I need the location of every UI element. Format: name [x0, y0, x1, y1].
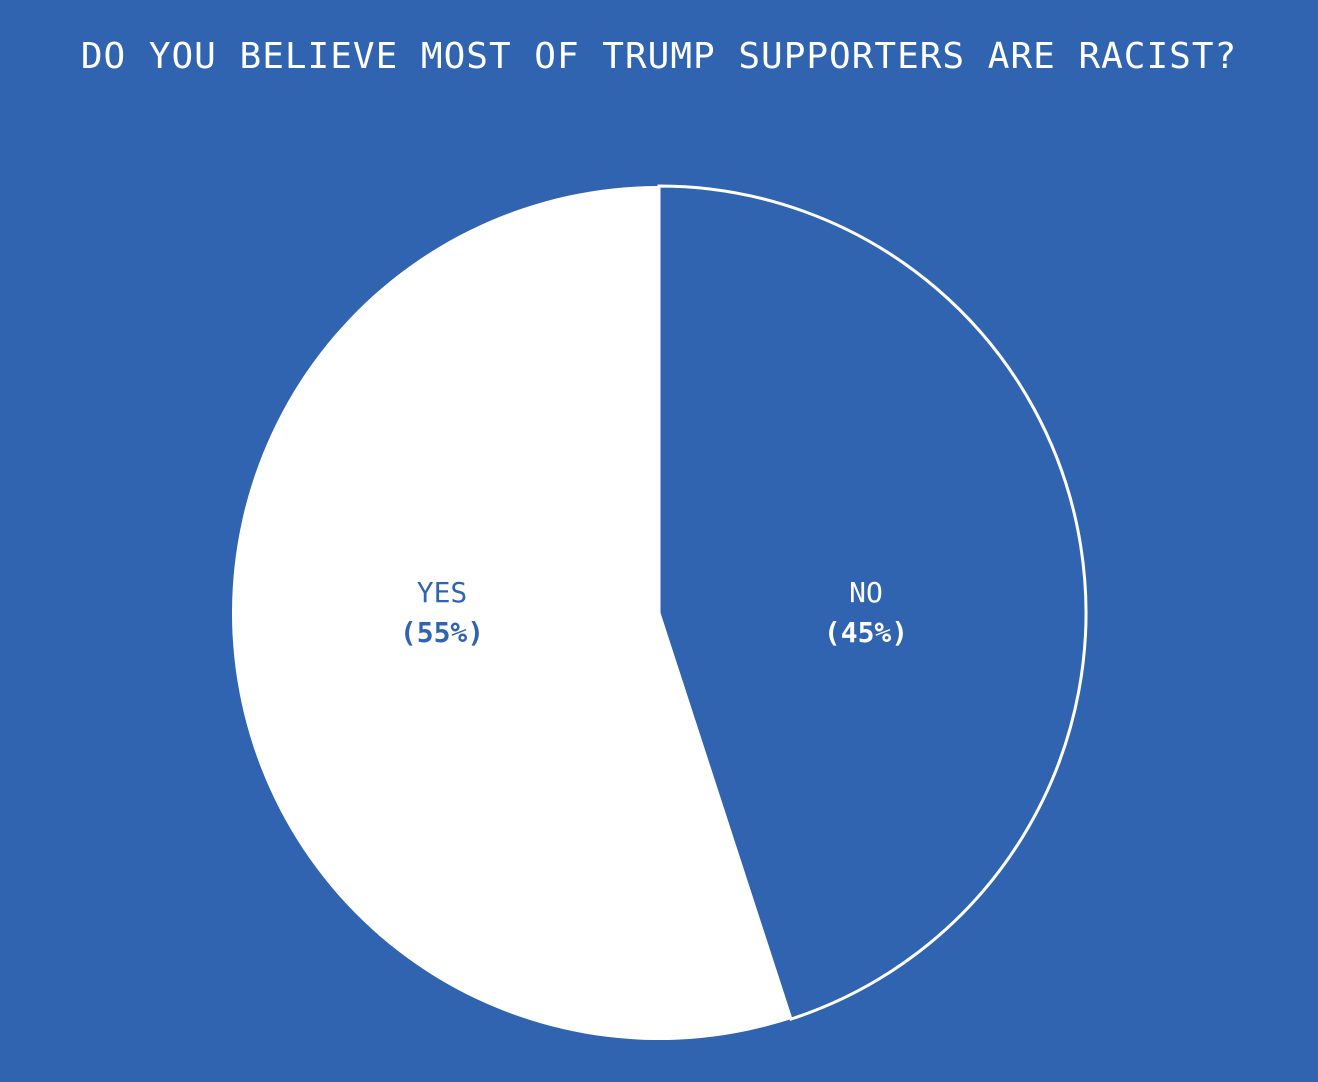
slice-label-no: NO (45%) — [824, 573, 908, 653]
chart-title: DO YOU BELIEVE MOST OF TRUMP SUPPORTERS … — [80, 36, 1238, 77]
slice-label-yes-name: YES — [416, 576, 468, 609]
slice-label-no-name: NO — [849, 576, 883, 609]
slice-label-no-percent: (45%) — [823, 616, 909, 649]
slice-label-yes: YES (55%) — [400, 573, 484, 653]
pie-slice-no — [657, 184, 1088, 1021]
slice-label-yes-percent: (55%) — [399, 616, 485, 649]
pie-slice-yes — [231, 186, 791, 1040]
